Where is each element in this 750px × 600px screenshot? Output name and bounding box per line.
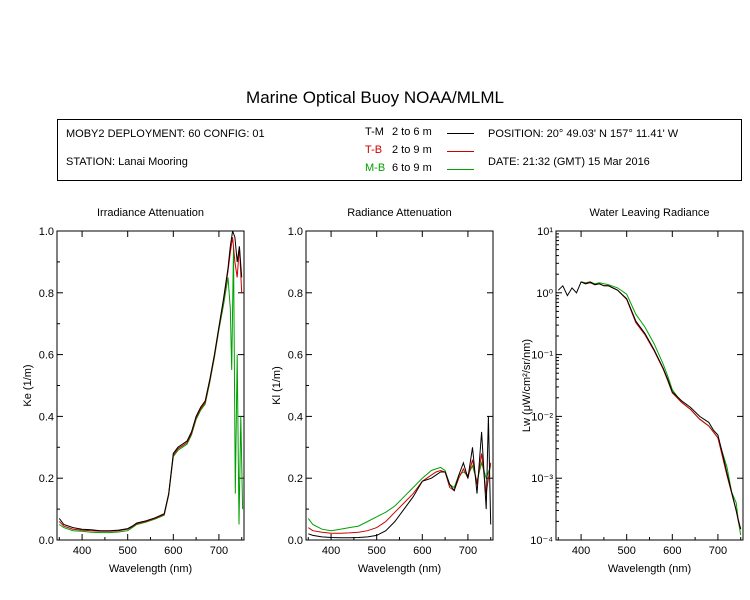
radiance-title: Radiance Attenuation — [347, 207, 452, 219]
irradiance-xtick-label: 500 — [119, 545, 137, 557]
irradiance-ytick-label: 0.4 — [39, 411, 54, 423]
legend-code-tm: T-M — [365, 126, 384, 138]
irradiance-xtick-label: 700 — [210, 545, 228, 557]
water-leaving-xtick-label: 700 — [709, 545, 727, 557]
legend-code-mb: M-B — [365, 162, 386, 174]
irradiance-chart: Irradiance Attenuation 0.0 0.2 0.4 0.6 0.8 1.0… — [22, 207, 245, 575]
legend-code-tb: T-B — [365, 144, 383, 156]
radiance-xlabel: Wavelength (nm) — [358, 563, 441, 575]
water-leaving-xtick-label: 500 — [618, 545, 636, 557]
water-leaving-frame — [555, 230, 744, 541]
legend-range-mb: 6 to 9 m — [392, 162, 432, 174]
irradiance-ytick-label: 0.6 — [39, 350, 54, 362]
irradiance-ytick-label: 0.8 — [39, 288, 54, 300]
legend-range-tm: 2 to 6 m — [392, 126, 432, 138]
main-title: Marine Optical Buoy NOAA/MLML — [246, 88, 504, 107]
irradiance-ytick-label: 0.0 — [39, 535, 54, 547]
radiance-ylabel: Kl (1/m) — [271, 366, 283, 405]
radiance-chart: Radiance Attenuation 0.0 0.2 0.4 0.6 0.8 1.0 40… — [271, 207, 494, 575]
deployment-text: MOBY2 DEPLOYMENT: 60 CONFIG: 01 — [66, 128, 265, 140]
water-leaving-chart: Water Leaving Radiance 10⁻⁴ 10⁻³ 10⁻² 10⁻¹ 10… — [521, 207, 744, 575]
radiance-ytick-label: 0.4 — [288, 411, 303, 423]
radiance-ytick-label: 0.6 — [288, 350, 303, 362]
irradiance-xtick-label: 600 — [164, 545, 182, 557]
radiance-ytick-label: 1.0 — [288, 226, 303, 238]
water-leaving-series-m-b — [581, 281, 742, 536]
irradiance-ytick-label: 1.0 — [39, 226, 54, 238]
radiance-xtick-label: 400 — [322, 545, 340, 557]
radiance-ytick-label: 0.2 — [288, 473, 303, 485]
water-leaving-xtick-label: 600 — [663, 545, 681, 557]
radiance-ytick-label: 0.0 — [288, 535, 303, 547]
water-leaving-ylabel: Lw (μW/cm²/sr/nm) — [521, 339, 533, 432]
irradiance-title: Irradiance Attenuation — [97, 207, 204, 219]
irradiance-series-t-b — [58, 237, 243, 532]
radiance-xtick-label: 600 — [413, 545, 431, 557]
info-box: MOBY2 DEPLOYMENT: 60 CONFIG: 01 STATION:… — [57, 119, 742, 181]
station-text: STATION: Lanai Mooring — [66, 156, 188, 168]
radiance-series-m-b — [307, 460, 492, 532]
water-leaving-ytick-label: 10⁻¹ — [531, 350, 553, 362]
water-leaving-ytick-label: 10⁰ — [536, 288, 553, 300]
water-leaving-ytick-label: 10⁻³ — [531, 473, 553, 485]
irradiance-ylabel: Ke (1/m) — [22, 364, 34, 406]
radiance-xtick-label: 500 — [368, 545, 386, 557]
radiance-xtick-label: 700 — [459, 545, 477, 557]
water-leaving-xtick-label: 400 — [572, 545, 590, 557]
water-leaving-ytick-label: 10⁻² — [531, 411, 553, 423]
radiance-series-t-b — [308, 453, 492, 534]
water-leaving-ytick-label: 10¹ — [537, 226, 553, 238]
radiance-frame — [305, 230, 494, 541]
date-text: DATE: 21:32 (GMT) 15 Mar 2016 — [488, 156, 650, 168]
water-leaving-title: Water Leaving Radiance — [589, 207, 709, 219]
legend-range-tb: 2 to 9 m — [392, 144, 432, 156]
radiance-series-t-m — [308, 416, 492, 539]
water-leaving-series-t-m — [557, 281, 742, 530]
legend-line-tb — [447, 151, 474, 152]
water-leaving-xlabel: Wavelength (nm) — [608, 563, 691, 575]
legend-line-mb — [447, 169, 474, 170]
irradiance-frame — [56, 230, 245, 541]
water-leaving-series-t-b — [580, 281, 742, 530]
legend-line-tm — [447, 133, 474, 134]
position-text: POSITION: 20° 49.03' N 157° 11.41' W — [488, 128, 679, 140]
irradiance-series-m-b — [59, 246, 244, 534]
irradiance-series-t-m — [58, 231, 243, 532]
irradiance-ytick-label: 0.2 — [39, 473, 54, 485]
irradiance-xlabel: Wavelength (nm) — [109, 563, 192, 575]
irradiance-xtick-label: 400 — [73, 545, 91, 557]
water-leaving-ytick-label: 10⁻⁴ — [530, 535, 553, 547]
radiance-ytick-label: 0.8 — [288, 288, 303, 300]
